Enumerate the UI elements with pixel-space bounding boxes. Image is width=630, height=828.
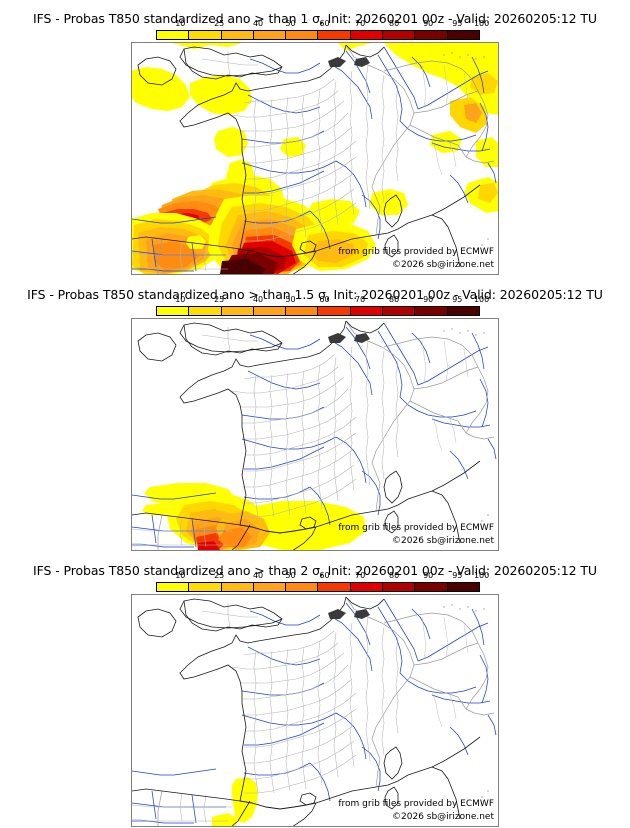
forecast-panel-1sigma: IFS - Probas T850 standardized ano > tha… bbox=[0, 0, 630, 276]
colorbar-tick-100: 100 bbox=[473, 571, 490, 580]
colorbar-bar-15sigma bbox=[156, 306, 480, 316]
colorbar-segment-3 bbox=[253, 583, 287, 591]
colorbar-tick-10: 10 bbox=[175, 571, 186, 580]
colorbar-segment-4 bbox=[286, 31, 319, 39]
panel-title-15sigma: IFS - Probas T850 standardized ano > tha… bbox=[27, 287, 603, 302]
colorbar-ticks-2sigma: 10 25 40 50 60 70 80 90 95 100 bbox=[156, 571, 489, 582]
panel-title-2sigma: IFS - Probas T850 standardized ano > tha… bbox=[33, 563, 597, 578]
colorbar-tick-100: 100 bbox=[473, 19, 490, 28]
colorbar-tick-95: 95 bbox=[452, 571, 463, 580]
attribution-ecmwf-1: from grib files provided by ECMWF bbox=[338, 247, 494, 257]
colorbar-tick-90: 90 bbox=[423, 19, 434, 28]
colorbar-segment-0 bbox=[157, 31, 190, 39]
colorbar-2sigma: 10 25 40 50 60 70 80 90 95 100 bbox=[156, 571, 489, 592]
colorbar-segment-6 bbox=[350, 31, 384, 39]
colorbar-tick-80: 80 bbox=[389, 19, 400, 28]
colorbar-tick-40: 40 bbox=[252, 295, 264, 304]
colorbar-tick-25: 25 bbox=[214, 19, 225, 28]
colorbar-tick-80: 80 bbox=[389, 295, 400, 304]
colorbar-1sigma: 10 25 40 50 60 70 80 90 95 100 bbox=[156, 19, 489, 40]
attribution-ecmwf-2: from grib files provided by ECMWF bbox=[338, 523, 494, 533]
colorbar-tick-70: 70 bbox=[355, 295, 366, 304]
colorbar-segment-2 bbox=[221, 31, 254, 39]
forecast-panel-15sigma: IFS - Probas T850 standardized ano > tha… bbox=[0, 276, 630, 552]
colorbar-segment-3 bbox=[253, 31, 287, 39]
colorbar-tick-40: 40 bbox=[252, 571, 264, 580]
colorbar-bar-2sigma bbox=[156, 582, 480, 592]
forecast-panel-2sigma: IFS - Probas T850 standardized ano > tha… bbox=[0, 552, 630, 828]
colorbar-segment-1 bbox=[189, 31, 222, 39]
colorbar-ticks-1sigma: 10 25 40 50 60 70 80 90 95 100 bbox=[156, 19, 489, 30]
colorbar-segment-5 bbox=[318, 307, 351, 315]
colorbar-segment-9 bbox=[447, 583, 479, 591]
colorbar-segment-0 bbox=[157, 583, 190, 591]
colorbar-tick-60: 60 bbox=[319, 19, 330, 28]
colorbar-segment-9 bbox=[447, 307, 479, 315]
colorbar-tick-25: 25 bbox=[214, 295, 225, 304]
colorbar-tick-70: 70 bbox=[355, 19, 366, 28]
colorbar-segment-5 bbox=[318, 31, 351, 39]
colorbar-ticks-15sigma: 10 25 40 50 60 70 80 90 95 100 bbox=[156, 295, 489, 306]
colorbar-segment-7 bbox=[383, 31, 416, 39]
colorbar-segment-9 bbox=[447, 31, 479, 39]
colorbar-segment-7 bbox=[383, 307, 416, 315]
colorbar-segment-4 bbox=[286, 583, 319, 591]
colorbar-segment-3 bbox=[253, 307, 287, 315]
attribution-copyright-1: ©2026 sb@irizone.net bbox=[392, 260, 494, 270]
colorbar-segment-7 bbox=[383, 583, 416, 591]
attribution-copyright-2: ©2026 sb@irizone.net bbox=[392, 536, 494, 546]
colorbar-tick-90: 90 bbox=[423, 571, 434, 580]
colorbar-segment-6 bbox=[350, 583, 384, 591]
colorbar-segment-1 bbox=[189, 307, 222, 315]
colorbar-tick-60: 60 bbox=[319, 571, 330, 580]
colorbar-segment-1 bbox=[189, 583, 222, 591]
colorbar-segment-4 bbox=[286, 307, 319, 315]
colorbar-tick-40: 40 bbox=[252, 19, 264, 28]
colorbar-tick-25: 25 bbox=[214, 571, 225, 580]
colorbar-segment-2 bbox=[221, 583, 254, 591]
colorbar-tick-50: 50 bbox=[285, 295, 296, 304]
colorbar-tick-10: 10 bbox=[175, 19, 186, 28]
colorbar-segment-5 bbox=[318, 583, 351, 591]
panel-title-1sigma: IFS - Probas T850 standardized ano > tha… bbox=[33, 11, 597, 26]
colorbar-segment-6 bbox=[350, 307, 384, 315]
colorbar-tick-70: 70 bbox=[355, 571, 366, 580]
colorbar-tick-10: 10 bbox=[175, 295, 186, 304]
colorbar-tick-100: 100 bbox=[473, 295, 490, 304]
attribution-copyright-3: ©2026 sb@irizone.net bbox=[392, 812, 494, 822]
map-15sigma: from grib files provided by ECMWF ©2026 … bbox=[131, 318, 499, 551]
colorbar-segment-2 bbox=[221, 307, 254, 315]
attribution-ecmwf-3: from grib files provided by ECMWF bbox=[338, 799, 494, 809]
colorbar-tick-80: 80 bbox=[389, 571, 400, 580]
colorbar-tick-50: 50 bbox=[285, 19, 296, 28]
colorbar-tick-95: 95 bbox=[452, 19, 463, 28]
map-2sigma: from grib files provided by ECMWF ©2026 … bbox=[131, 594, 499, 827]
colorbar-segment-0 bbox=[157, 307, 190, 315]
colorbar-tick-50: 50 bbox=[285, 571, 296, 580]
colorbar-segment-8 bbox=[415, 31, 448, 39]
colorbar-tick-60: 60 bbox=[319, 295, 330, 304]
colorbar-tick-95: 95 bbox=[452, 295, 463, 304]
colorbar-segment-8 bbox=[415, 583, 448, 591]
colorbar-tick-90: 90 bbox=[423, 295, 434, 304]
map-1sigma: from grib files provided by ECMWF ©2026 … bbox=[131, 42, 499, 275]
colorbar-15sigma: 10 25 40 50 60 70 80 90 95 100 bbox=[156, 295, 489, 316]
colorbar-bar-1sigma bbox=[156, 30, 480, 40]
colorbar-segment-8 bbox=[415, 307, 448, 315]
